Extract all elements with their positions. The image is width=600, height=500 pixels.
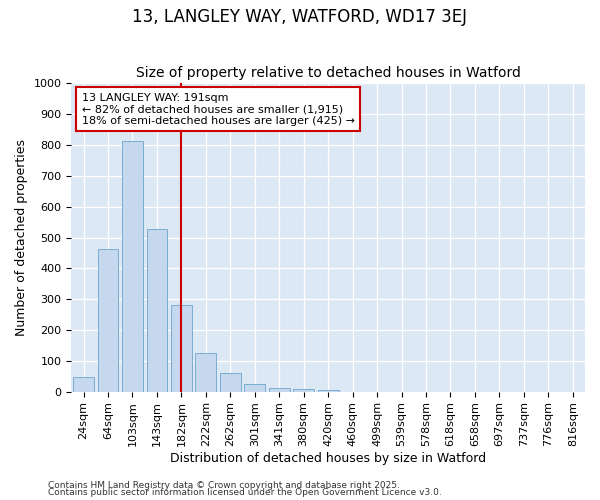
Bar: [196, 353, 216, 392]
Text: 13 LANGLEY WAY: 191sqm
← 82% of detached houses are smaller (1,915)
18% of semi-: 13 LANGLEY WAY: 191sqm ← 82% of detached…: [82, 92, 355, 126]
Bar: [269, 388, 290, 392]
Bar: [98, 249, 118, 392]
Bar: [146, 229, 167, 392]
Text: Contains public sector information licensed under the Open Government Licence v3: Contains public sector information licen…: [48, 488, 442, 497]
Title: Size of property relative to detached houses in Watford: Size of property relative to detached ho…: [136, 66, 521, 80]
Text: 13, LANGLEY WAY, WATFORD, WD17 3EJ: 13, LANGLEY WAY, WATFORD, WD17 3EJ: [133, 8, 467, 26]
Bar: [122, 141, 143, 392]
Bar: [171, 306, 192, 392]
Bar: [318, 390, 338, 392]
Bar: [293, 388, 314, 392]
Bar: [220, 374, 241, 392]
Bar: [244, 384, 265, 392]
X-axis label: Distribution of detached houses by size in Watford: Distribution of detached houses by size …: [170, 452, 486, 465]
Text: Contains HM Land Registry data © Crown copyright and database right 2025.: Contains HM Land Registry data © Crown c…: [48, 480, 400, 490]
Bar: [73, 377, 94, 392]
Y-axis label: Number of detached properties: Number of detached properties: [15, 139, 28, 336]
